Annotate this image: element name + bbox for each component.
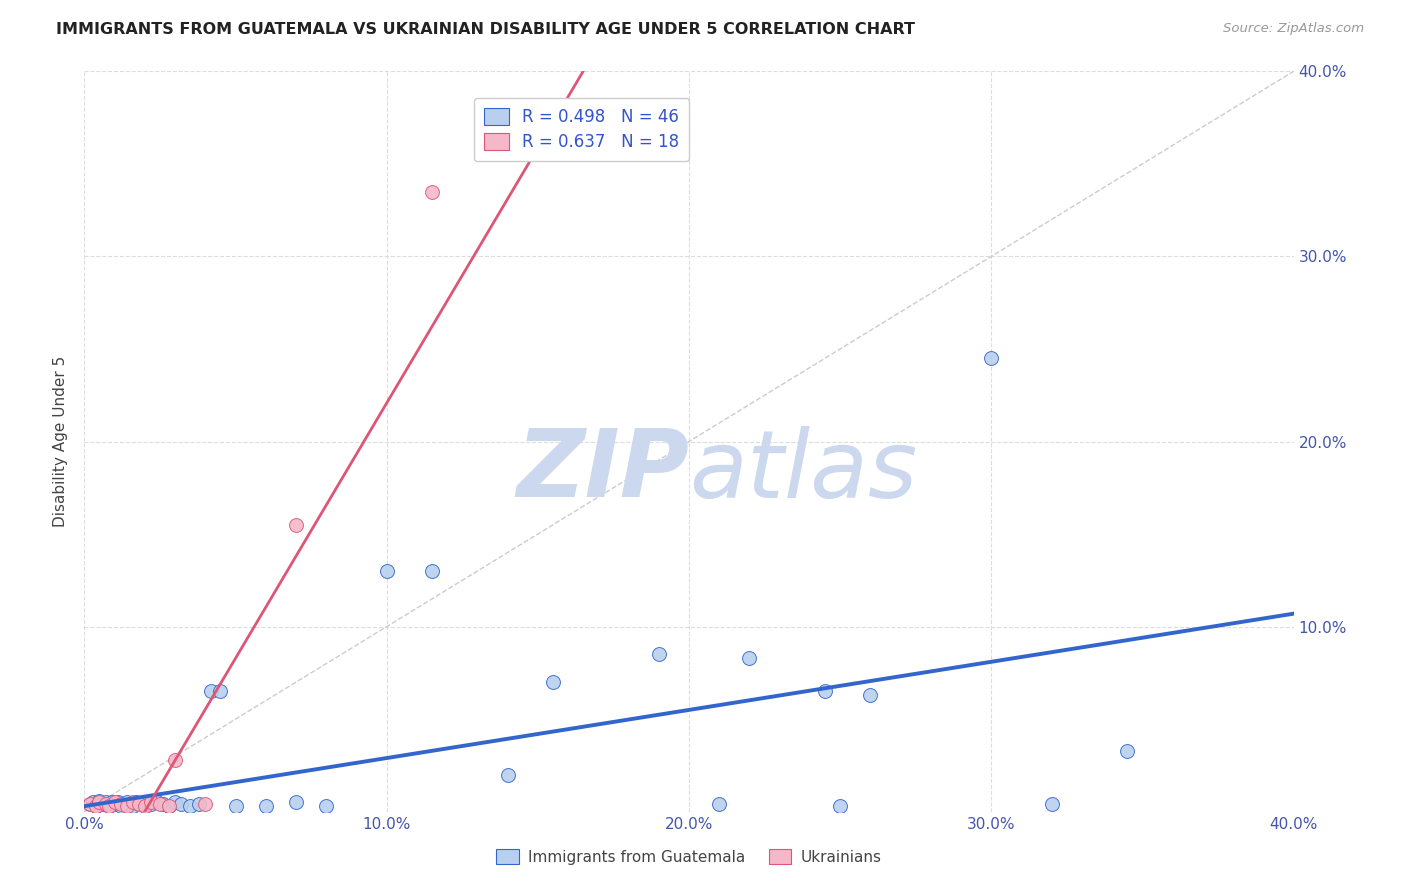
Point [139,797,162,812]
Point [82,796,104,810]
Point [375,564,398,578]
Point [79,797,101,812]
Text: ZIP: ZIP [516,425,689,517]
Point [97,799,120,814]
Point [709,797,731,812]
Point [110,799,132,814]
Point [128,797,150,812]
Point [648,648,671,662]
Point [496,767,519,781]
Point [86,799,108,814]
Point [134,799,156,814]
Point [134,799,156,814]
Point [830,799,852,814]
Point [170,797,193,812]
Text: atlas: atlas [689,425,917,516]
Point [94,796,117,810]
Point [139,796,162,810]
Point [146,796,169,810]
Point [225,799,247,814]
Point [107,796,129,810]
Point [285,796,308,810]
Point [188,797,211,812]
Point [79,797,101,812]
Point [104,796,127,810]
Point [91,797,114,812]
Text: Source: ZipAtlas.com: Source: ZipAtlas.com [1223,22,1364,36]
Point [1040,797,1063,812]
Point [100,796,122,810]
Point [179,799,201,814]
Point [420,185,443,199]
Point [254,799,277,814]
Point [136,796,159,810]
Point [420,564,443,578]
Point [152,797,174,812]
Point [814,684,837,698]
Point [200,684,222,698]
Point [541,675,564,690]
Point [121,799,143,814]
Point [89,794,111,808]
Point [165,796,187,810]
Y-axis label: Disability Age Under 5: Disability Age Under 5 [53,356,69,527]
Point [97,799,120,814]
Point [89,796,111,810]
Point [285,517,308,532]
Point [209,684,232,698]
Text: IMMIGRANTS FROM GUATEMALA VS UKRAINIAN DISABILITY AGE UNDER 5 CORRELATION CHART: IMMIGRANTS FROM GUATEMALA VS UKRAINIAN D… [56,22,915,37]
Point [980,351,1002,366]
Point [125,796,148,810]
Point [738,651,761,665]
Legend: Immigrants from Guatemala, Ukrainians: Immigrants from Guatemala, Ukrainians [491,843,887,871]
Point [859,688,882,702]
Point [112,797,135,812]
Point [194,797,217,812]
Point [1116,744,1139,758]
Point [94,797,117,812]
Point [121,796,143,810]
Point [115,796,138,810]
Point [128,797,150,812]
Point [104,797,127,812]
Point [157,799,180,814]
Point [115,799,138,814]
Point [149,797,172,812]
Point [157,799,180,814]
Point [110,797,132,812]
Point [315,799,337,814]
Point [118,797,141,812]
Point [86,799,108,814]
Point [165,753,187,767]
